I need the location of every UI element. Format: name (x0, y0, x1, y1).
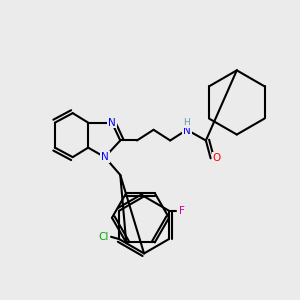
Text: H: H (184, 118, 190, 127)
Text: F: F (179, 206, 185, 216)
Text: O: O (212, 153, 221, 163)
Text: N: N (183, 126, 191, 136)
Text: N: N (101, 152, 109, 162)
Text: N: N (108, 118, 116, 128)
Text: Cl: Cl (99, 232, 109, 242)
